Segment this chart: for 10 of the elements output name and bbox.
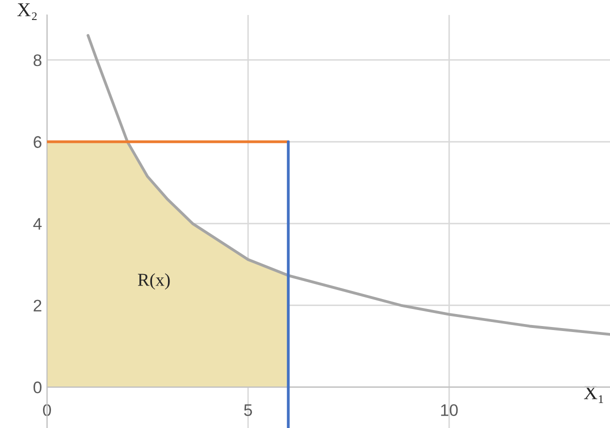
x-tick-label: 5 — [244, 404, 252, 416]
y-tick-label: 8 — [34, 54, 42, 66]
y-tick-label: 0 — [34, 382, 42, 394]
y-tick-label: 4 — [33, 218, 42, 230]
annotation: R(x) — [138, 273, 170, 290]
y-axis-title: X₂ — [17, 3, 37, 20]
x-tick-label: 10 — [441, 404, 458, 416]
y-tick-label: 6 — [34, 136, 42, 148]
line-series — [86, 34, 610, 336]
y-tick-label: 2 — [34, 300, 42, 312]
